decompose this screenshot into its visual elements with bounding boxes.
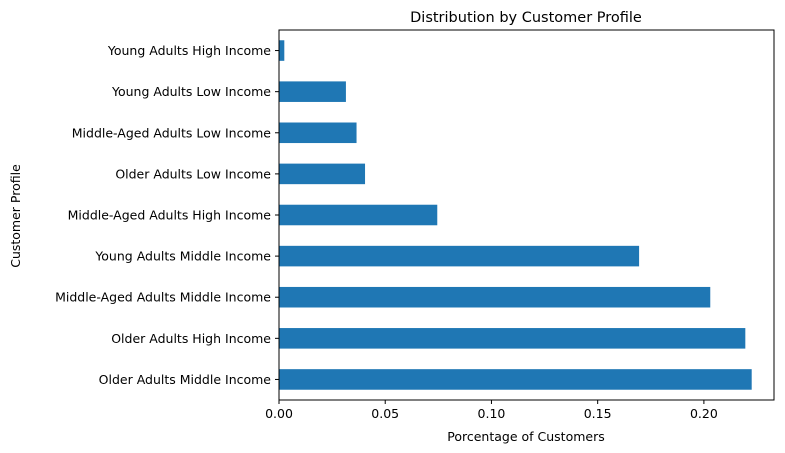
bar <box>279 369 752 390</box>
bar <box>279 163 366 185</box>
bar <box>279 81 346 102</box>
bar <box>279 328 746 349</box>
plot-area: Young Adults High Income Young Adults Low… <box>55 29 775 421</box>
category-label: Young Adults High Income <box>107 43 271 58</box>
category-label: Middle-Aged Adults Low Income <box>72 125 272 140</box>
chart-title: Distribution by Customer Profile <box>410 10 642 26</box>
category-label: Older Adults Middle Income <box>99 372 272 387</box>
bar <box>279 204 438 226</box>
bar <box>279 122 357 144</box>
x-tick-label: 0.10 <box>478 406 506 421</box>
x-tick-label: 0.20 <box>690 406 718 421</box>
x-tick-label: 0.05 <box>371 406 399 421</box>
category-label: Young Adults Low Income <box>111 84 271 99</box>
x-tick-label: 0.15 <box>584 406 612 421</box>
x-axis-label: Porcentage of Customers <box>447 429 605 444</box>
category-label: Older Adults High Income <box>111 331 271 346</box>
y-axis-label: Customer Profile <box>8 164 23 268</box>
x-tick-label: 0.00 <box>265 406 293 421</box>
category-label: Older Adults Low Income <box>115 166 271 181</box>
bar <box>279 40 285 61</box>
bar <box>279 245 640 267</box>
category-label: Middle-Aged Adults High Income <box>68 208 272 223</box>
category-label: Middle-Aged Adults Middle Income <box>55 290 271 305</box>
category-label: Young Adults Middle Income <box>94 249 271 264</box>
axes-frame <box>278 29 775 401</box>
bar <box>279 286 711 308</box>
